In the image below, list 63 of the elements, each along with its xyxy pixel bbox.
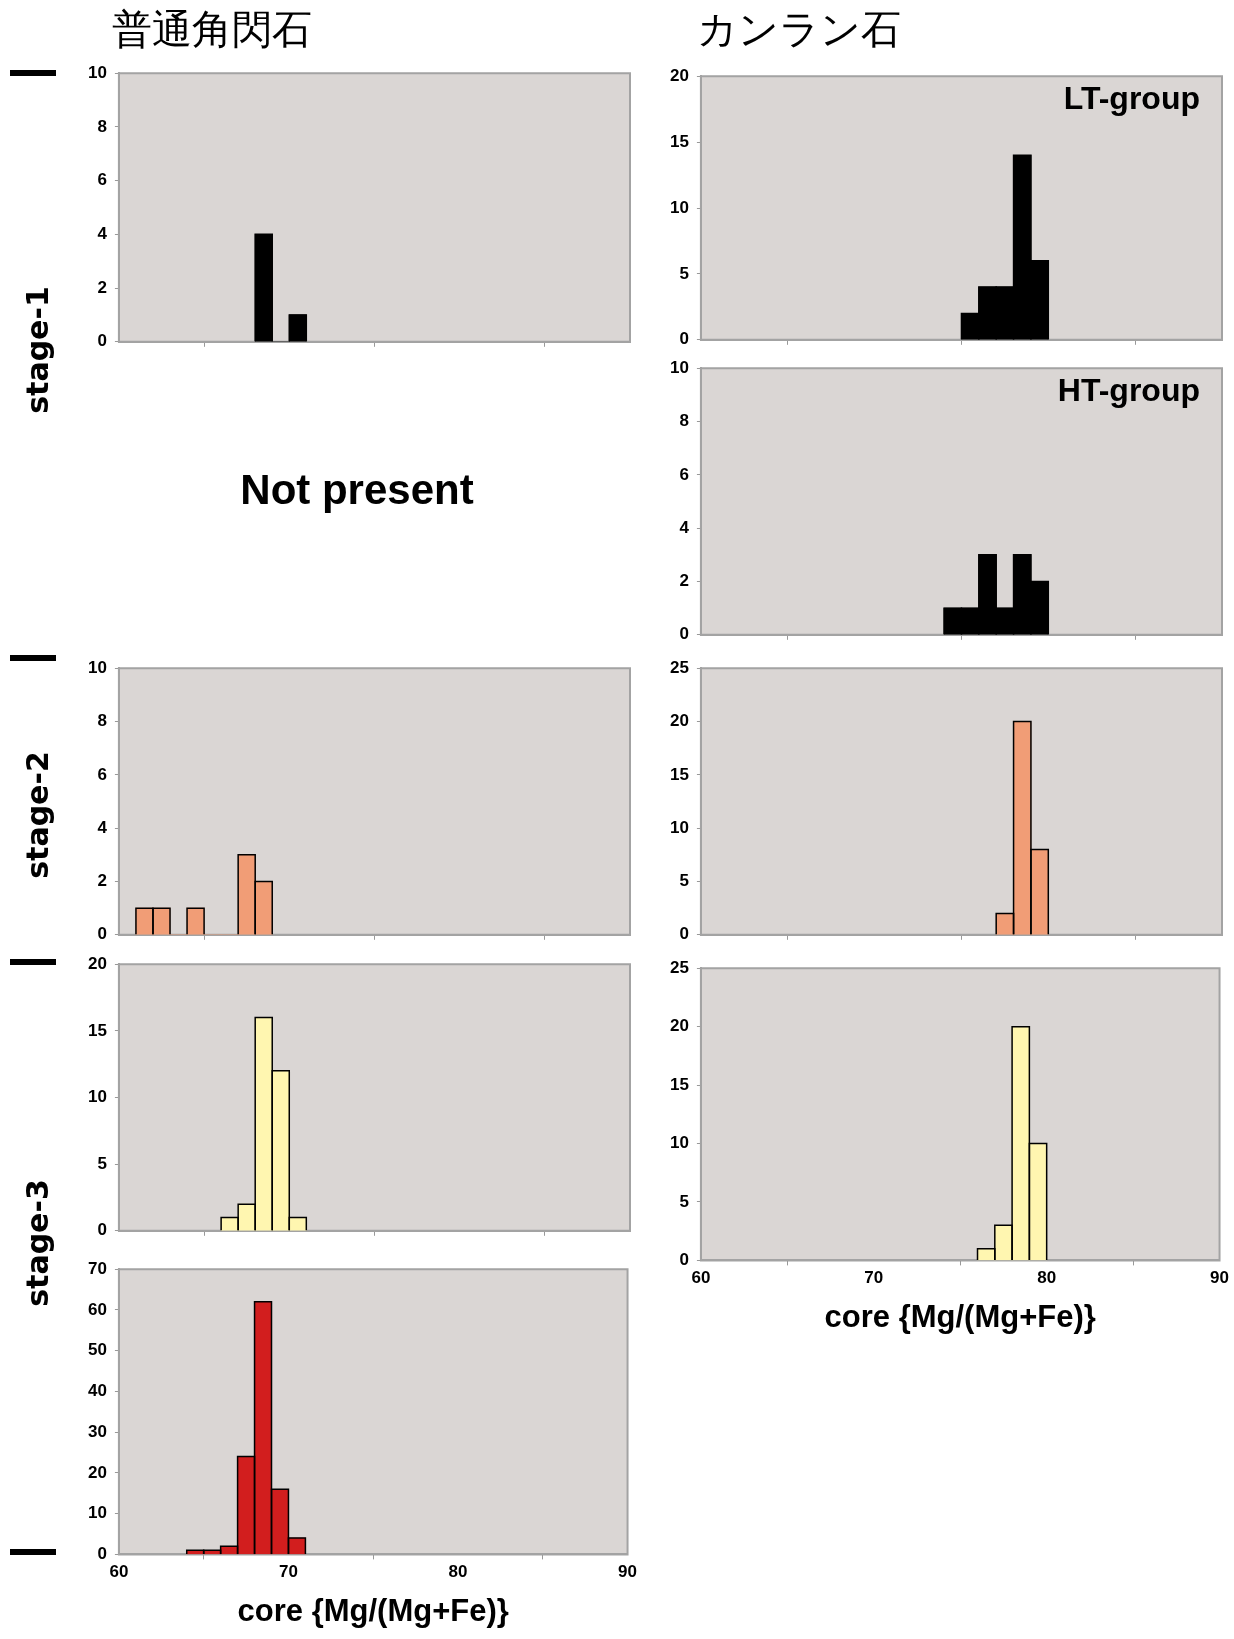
x-tick-label: 90 (618, 1562, 638, 1582)
y-tick-label: 5 (679, 871, 689, 891)
y-tick-label: 0 (679, 924, 689, 944)
y-tick-label: 5 (97, 1153, 107, 1173)
chart-title: 普通角閃石 (112, 5, 312, 54)
y-tick-label: 0 (679, 329, 689, 349)
y-tick-label: 20 (669, 711, 689, 731)
y-tick-label: 4 (97, 224, 108, 244)
y-tick-label: 0 (97, 924, 107, 944)
y-tick-label: 30 (87, 1421, 107, 1441)
y-axis-title: stage-2 (19, 751, 55, 879)
y-tick-label: 0 (679, 1250, 689, 1270)
y-axis-title: stage-1 (19, 286, 55, 414)
x-axis-title: core {Mg/(Mg+Fe)} (824, 1298, 1096, 1334)
y-tick-label: 20 (87, 953, 107, 973)
y-tick-label: 5 (679, 263, 689, 283)
y-tick-label: 40 (87, 1381, 107, 1401)
y-tick-label: 4 (97, 817, 108, 837)
annotation: LT-group (1063, 80, 1200, 117)
y-tick-label: 6 (97, 170, 107, 190)
y-tick-label: 20 (87, 1462, 107, 1482)
annotation: HT-group (1057, 372, 1200, 409)
y-tick-label: 6 (97, 764, 107, 784)
y-tick-label: 20 (669, 65, 689, 85)
x-tick-label: 80 (448, 1562, 468, 1582)
y-tick-label: 0 (97, 1544, 107, 1564)
y-tick-label: 10 (87, 1503, 107, 1523)
y-tick-label: 15 (669, 764, 689, 784)
y-tick-label: 8 (97, 116, 107, 136)
y-tick-label: 4 (679, 517, 690, 537)
chart-title: カンラン石 (697, 5, 901, 54)
y-tick-label: 6 (679, 464, 689, 484)
y-tick-label: 10 (669, 1133, 689, 1153)
y-tick-label: 5 (679, 1191, 689, 1211)
y-tick-label: 60 (87, 1299, 107, 1319)
y-tick-label: 25 (669, 957, 689, 977)
y-tick-label: 2 (97, 277, 107, 297)
y-tick-label: 8 (97, 711, 107, 731)
y-tick-label: 50 (87, 1340, 107, 1360)
y-tick-label: 20 (669, 1016, 689, 1036)
y-tick-label: 15 (669, 131, 689, 151)
y-tick-label: 10 (669, 817, 689, 837)
text: Not present (240, 466, 474, 514)
y-tick-label: 8 (679, 411, 689, 431)
y-tick-label: 10 (669, 197, 689, 217)
y-tick-label: 15 (669, 1074, 689, 1094)
y-tick-label: 10 (87, 657, 107, 677)
y-tick-label: 0 (97, 331, 107, 351)
x-tick-label: 70 (864, 1268, 884, 1288)
y-tick-label: 2 (679, 571, 689, 591)
x-tick-label: 70 (278, 1562, 298, 1582)
x-tick-label: 90 (1210, 1268, 1230, 1288)
y-tick-label: 10 (87, 62, 107, 82)
y-axis-title: stage-3 (19, 1179, 55, 1307)
y-tick-label: 15 (87, 1020, 107, 1040)
x-tick-label: 80 (1037, 1268, 1057, 1288)
y-tick-label: 10 (87, 1087, 107, 1107)
y-tick-label: 0 (679, 624, 689, 644)
y-tick-label: 0 (97, 1220, 107, 1240)
y-tick-label: 10 (669, 357, 689, 377)
y-tick-label: 25 (669, 657, 689, 677)
x-axis-title: core {Mg/(Mg+Fe)} (237, 1592, 509, 1628)
y-tick-label: 2 (97, 871, 107, 891)
